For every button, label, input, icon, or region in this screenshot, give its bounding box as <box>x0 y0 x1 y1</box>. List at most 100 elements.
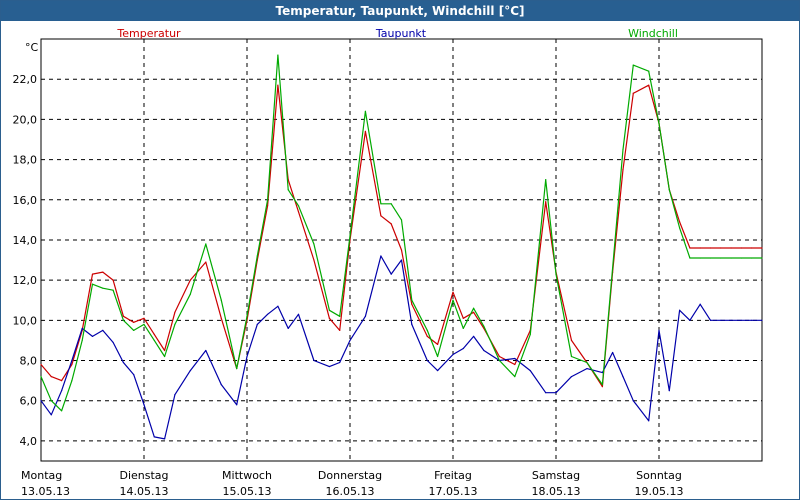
data-point-taupunkt <box>328 365 330 368</box>
y-tick-label: 22,0 <box>13 73 38 86</box>
data-point-windchill <box>61 410 63 412</box>
data-point-windchill <box>601 384 603 386</box>
data-point-windchill <box>287 189 289 191</box>
data-point-taupunkt <box>297 313 300 315</box>
y-tick-label: 16,0 <box>13 194 38 207</box>
data-point-windchill <box>102 287 104 289</box>
data-point-taupunkt <box>740 319 743 321</box>
data-point-taupunkt <box>364 315 367 317</box>
data-point-taupunkt <box>545 392 547 394</box>
y-tick-label: 4,0 <box>20 435 38 448</box>
data-point-taupunkt <box>555 392 557 394</box>
x-tick-day: Sonntag <box>636 469 682 482</box>
data-point-taupunkt <box>751 319 753 321</box>
series-line-windchill <box>40 54 762 412</box>
x-tick-date: 14.05.13 <box>120 485 169 498</box>
data-point-taupunkt <box>632 400 634 402</box>
data-point-temperatur <box>189 279 191 281</box>
data-point-temperatur <box>699 247 701 249</box>
y-tick-label: 6,0 <box>20 395 38 408</box>
data-point-taupunkt <box>668 390 670 392</box>
data-point-windchill <box>761 257 763 259</box>
x-tick-date: 15.05.13 <box>223 485 272 498</box>
data-point-windchill <box>143 323 145 325</box>
data-point-windchill <box>632 64 634 66</box>
data-point-temperatur <box>91 273 94 275</box>
data-point-windchill <box>529 333 531 335</box>
x-tick-day: Montag <box>21 469 62 482</box>
data-point-temperatur <box>380 215 382 217</box>
data-point-temperatur <box>390 223 392 225</box>
data-point-windchill <box>50 400 52 402</box>
data-point-windchill <box>189 293 191 295</box>
data-point-taupunkt <box>102 329 104 331</box>
data-point-temperatur <box>426 335 428 338</box>
data-point-windchill <box>709 257 712 259</box>
x-tick-date: 13.05.13 <box>21 485 70 498</box>
data-point-temperatur <box>740 247 743 249</box>
data-point-temperatur <box>570 339 573 342</box>
data-point-windchill <box>452 299 454 301</box>
data-point-temperatur <box>364 130 367 133</box>
data-point-temperatur <box>436 343 439 346</box>
data-point-windchill <box>328 309 330 311</box>
data-point-windchill <box>380 203 382 205</box>
legend: Temperatur Taupunkt Windchill <box>116 27 678 40</box>
data-point-taupunkt <box>277 305 279 307</box>
legend-entry-taupunkt: Taupunkt <box>375 27 427 40</box>
data-point-taupunkt <box>730 319 732 321</box>
data-point-windchill <box>112 289 114 291</box>
data-point-windchill <box>153 339 155 342</box>
data-point-temperatur <box>220 317 222 319</box>
data-point-taupunkt <box>380 255 382 257</box>
data-point-taupunkt <box>71 359 73 362</box>
data-point-windchill <box>679 227 681 229</box>
data-point-taupunkt <box>586 367 588 370</box>
data-point-windchill <box>400 219 403 221</box>
x-tick-day: Mittwoch <box>222 469 272 482</box>
data-point-temperatur <box>622 169 624 171</box>
data-point-temperatur <box>313 259 315 261</box>
data-point-windchill <box>40 376 42 378</box>
data-point-windchill <box>426 329 428 331</box>
data-point-taupunkt <box>720 319 722 321</box>
data-point-taupunkt <box>570 376 573 378</box>
data-point-windchill <box>514 376 516 378</box>
data-point-temperatur <box>50 376 52 378</box>
data-point-taupunkt <box>81 327 83 329</box>
data-point-windchill <box>133 329 135 331</box>
data-point-windchill <box>122 319 124 321</box>
series-lines <box>40 54 763 440</box>
data-point-taupunkt <box>709 319 712 321</box>
data-point-windchill <box>205 243 207 245</box>
y-tick-label: 12,0 <box>13 274 38 287</box>
data-point-temperatur <box>328 317 330 319</box>
data-point-temperatur <box>761 247 763 249</box>
data-point-taupunkt <box>256 323 258 325</box>
y-tick-label: 20,0 <box>13 113 38 126</box>
x-tick-day: Freitag <box>434 469 472 482</box>
y-tick-label: 18,0 <box>13 154 38 167</box>
data-point-windchill <box>622 148 624 151</box>
window-title: Temperatur, Taupunkt, Windchill [°C] <box>1 1 799 21</box>
data-point-windchill <box>473 307 475 309</box>
data-point-taupunkt <box>122 361 124 364</box>
data-point-temperatur <box>514 363 516 366</box>
data-point-temperatur <box>277 84 279 86</box>
data-point-taupunkt <box>462 347 464 350</box>
data-point-taupunkt <box>143 404 145 406</box>
data-point-temperatur <box>40 363 42 366</box>
data-point-taupunkt <box>220 384 222 386</box>
data-point-windchill <box>220 299 222 301</box>
data-point-windchill <box>277 54 279 56</box>
x-tick-day: Donnerstag <box>318 469 382 482</box>
data-point-temperatur <box>452 291 454 293</box>
data-point-windchill <box>498 359 500 362</box>
data-point-windchill <box>246 315 248 317</box>
data-point-taupunkt <box>164 438 166 440</box>
data-point-temperatur <box>679 221 681 223</box>
data-point-taupunkt <box>313 359 315 362</box>
data-point-windchill <box>236 367 238 370</box>
data-point-taupunkt <box>267 313 269 315</box>
data-point-temperatur <box>473 311 475 313</box>
